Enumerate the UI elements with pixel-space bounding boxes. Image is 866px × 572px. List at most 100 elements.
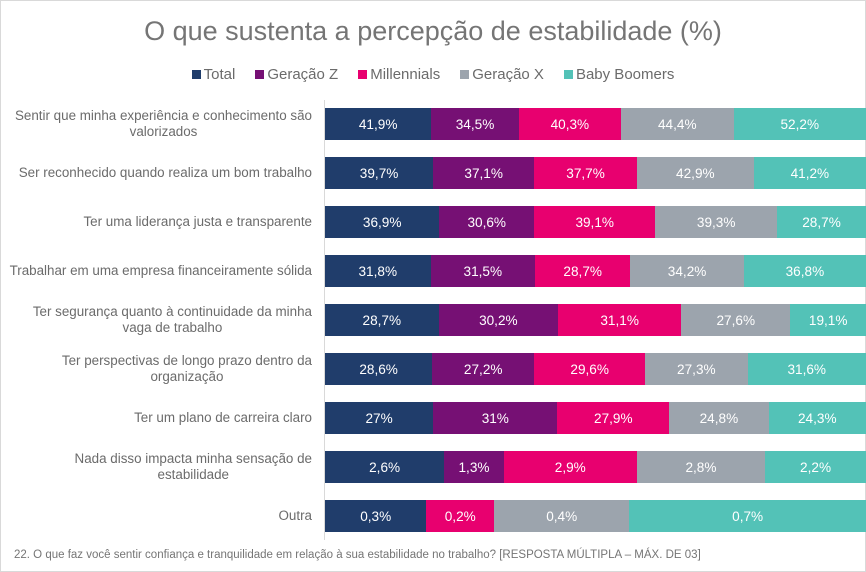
bar-segment: 42,9% <box>636 157 754 189</box>
bar-segment: 37,7% <box>534 157 637 189</box>
category-label-line: Ser reconhecido quando realiza um bom tr… <box>18 165 312 180</box>
bar-segment: 27,6% <box>681 304 791 336</box>
bar-segment: 2,2% <box>765 451 866 483</box>
data-label: 0,4% <box>546 508 578 524</box>
category-label-line: estabilidade <box>157 467 230 482</box>
category-label-text: Ter segurança quanto à continuidade da m… <box>33 304 312 336</box>
bar-segment: 34,2% <box>630 255 744 287</box>
category-label-line: Ter uma liderança justa e transparente <box>83 214 312 229</box>
bar-segment: 41,9% <box>325 108 432 140</box>
bar-segment: 27,9% <box>557 402 670 434</box>
bar-segment: 37,1% <box>433 157 535 189</box>
legend-label: Total <box>203 66 236 83</box>
category-label-text: Ter uma liderança justa e transparente <box>83 214 312 230</box>
data-label: 27,2% <box>463 361 503 377</box>
category-label-line: Sentir que minha experiência e conhecime… <box>14 108 312 123</box>
category-label: Ter segurança quanto à continuidade da m… <box>4 304 312 336</box>
category-axis-line <box>324 100 325 540</box>
bar-segment: 41,2% <box>753 157 866 189</box>
data-label: 31,8% <box>358 263 398 279</box>
category-label: Ter perspectivas de longo prazo dentro d… <box>4 353 312 385</box>
category-label-line: Outra <box>278 508 313 523</box>
bar-segment: 2,9% <box>503 451 637 483</box>
bar-row: 31,8% 31,5% 28,7% 34,2% 36,8% <box>325 255 866 287</box>
bar-segment: 28,7% <box>535 255 631 287</box>
legend-swatch <box>191 70 201 79</box>
data-label: 29,6% <box>570 361 609 377</box>
bar-segment: 34,5% <box>431 108 519 140</box>
legend-item: Baby Boomers <box>563 66 674 83</box>
bar-segment: 29,6% <box>534 353 646 385</box>
data-label: 30,2% <box>479 312 518 328</box>
data-label: 27,3% <box>677 361 716 377</box>
category-label-line: Trabalhar em uma empresa financeiramente… <box>9 263 312 278</box>
data-label: 2,9% <box>554 459 586 475</box>
bar-segment: 40,3% <box>518 108 621 140</box>
legend-swatch <box>460 70 470 79</box>
category-label-line: Nada disso impacta minha sensação de <box>74 451 312 466</box>
bar-segment: 44,4% <box>620 108 734 140</box>
data-label: 24,8% <box>699 410 739 426</box>
bar-segment: 36,8% <box>743 255 866 287</box>
bar-segment: 31,5% <box>430 255 536 287</box>
legend-item: Geração X <box>460 66 544 83</box>
category-label-line: valorizados <box>129 124 198 139</box>
legend-item: Total <box>191 66 236 83</box>
bar-row: 28,7% 30,2% 31,1% 27,6% 19,1% <box>325 304 866 336</box>
bar-row: 28,6% 27,2% 29,6% 27,3% 31,6% <box>325 353 866 385</box>
data-label: 39,1% <box>575 214 614 230</box>
data-label: 27% <box>365 410 393 426</box>
legend-label: Geração Z <box>267 66 339 83</box>
data-label: 34,5% <box>455 116 495 132</box>
bar-segment: 52,2% <box>733 108 866 140</box>
bar-segment: 31,8% <box>325 255 431 287</box>
legend-swatch <box>255 70 265 79</box>
bar-segment: 28,6% <box>325 353 433 385</box>
data-label: 36,9% <box>362 214 402 230</box>
category-label: Nada disso impacta minha sensação de esta… <box>4 451 312 483</box>
data-label: 39,3% <box>696 214 736 230</box>
data-label: 28,7% <box>802 214 841 230</box>
bar-segment: 24,3% <box>768 402 866 434</box>
data-label: 2,2% <box>800 459 832 475</box>
data-label: 37,1% <box>464 165 503 181</box>
bar-segment: 27,2% <box>432 353 535 385</box>
bar-row: 27% 31% 27,9% 24,8% 24,3% <box>325 402 866 434</box>
data-label: 52,2% <box>780 116 820 132</box>
category-label-text: Sentir que minha experiência e conhecime… <box>15 108 312 140</box>
bar-segment: 0,2% <box>426 500 495 532</box>
data-label: 41,2% <box>790 165 830 181</box>
data-label: 31,6% <box>787 361 826 377</box>
data-label: 19,1% <box>808 312 848 328</box>
data-label: 1,3% <box>458 459 490 475</box>
bar-segment: 27,3% <box>645 353 748 385</box>
data-label: 27,9% <box>594 410 633 426</box>
category-label: Outra <box>4 500 313 532</box>
data-label: 31,1% <box>600 312 639 328</box>
bar-segment: 1,3% <box>444 451 504 483</box>
data-label: 2,8% <box>685 459 717 475</box>
category-label-text: Ter perspectivas de longo prazo dentro d… <box>62 353 312 385</box>
category-label-line: organização <box>150 369 224 384</box>
data-label: 37,7% <box>566 165 605 181</box>
bar-segment: 0,7% <box>629 500 866 532</box>
bar-segment: 2,6% <box>325 451 445 483</box>
data-label: 36,8% <box>785 263 825 279</box>
data-label: 41,9% <box>358 116 398 132</box>
data-label: 28,7% <box>362 312 402 328</box>
bar-segment: 31% <box>433 402 558 434</box>
bar-segment: 39,7% <box>325 157 434 189</box>
bar-segment: 31,6% <box>747 353 866 385</box>
bar-segment: 28,7% <box>777 206 866 238</box>
data-label: 42,9% <box>676 165 715 181</box>
category-label-text: Ser reconhecido quando realiza um bom tr… <box>19 165 312 181</box>
category-label-text: Nada disso impacta minha sensação de esta… <box>75 451 312 483</box>
bar-segment: 2,8% <box>636 451 766 483</box>
legend-swatch <box>358 70 368 79</box>
bar-row: 36,9% 30,6% 39,1% 39,3% 28,7% <box>325 206 866 238</box>
legend-swatch <box>563 70 573 79</box>
data-label: 0,7% <box>732 508 764 524</box>
category-label-text: Outra <box>279 508 313 524</box>
category-label: Sentir que minha experiência e conhecime… <box>4 108 312 140</box>
chart-legend: Total Geração Z Millennials Geração X Baby B… <box>0 66 866 83</box>
